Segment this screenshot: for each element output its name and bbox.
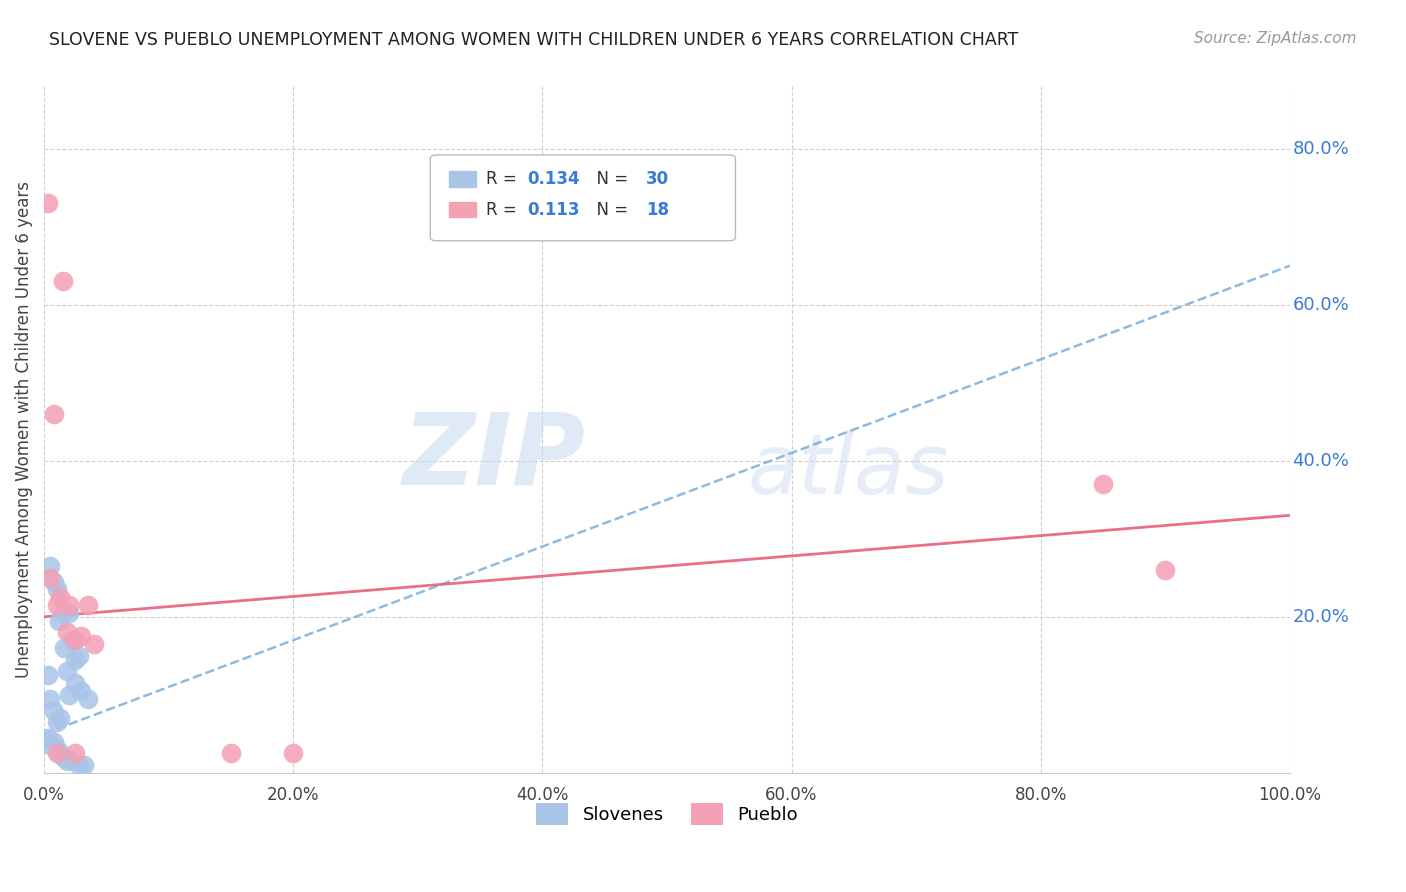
Point — [58, 598, 80, 612]
FancyBboxPatch shape — [449, 202, 477, 218]
Point — [37, 196, 59, 211]
Text: N =: N = — [586, 201, 633, 219]
Point — [39, 739, 62, 753]
Point — [45, 746, 67, 760]
Point — [1091, 477, 1114, 491]
Point — [39, 571, 62, 585]
Point — [76, 691, 98, 706]
Point — [67, 648, 90, 663]
Point — [45, 742, 67, 756]
Point — [1154, 563, 1177, 577]
Y-axis label: Unemployment Among Women with Children Under 6 years: Unemployment Among Women with Children U… — [15, 181, 32, 678]
Point — [76, 598, 98, 612]
Text: 0.134: 0.134 — [527, 170, 581, 188]
Point — [55, 625, 77, 640]
Point — [49, 591, 72, 605]
Point — [42, 574, 65, 589]
Point — [48, 614, 70, 628]
Point — [65, 676, 87, 690]
Point — [60, 754, 83, 768]
FancyBboxPatch shape — [449, 171, 477, 186]
Point — [73, 758, 96, 772]
Text: 40.0%: 40.0% — [1292, 451, 1350, 470]
Point — [42, 734, 65, 748]
Point — [52, 606, 75, 620]
Text: Source: ZipAtlas.com: Source: ZipAtlas.com — [1194, 31, 1357, 46]
Text: SLOVENE VS PUEBLO UNEMPLOYMENT AMONG WOMEN WITH CHILDREN UNDER 6 YEARS CORRELATI: SLOVENE VS PUEBLO UNEMPLOYMENT AMONG WOM… — [49, 31, 1018, 49]
Point — [60, 633, 83, 648]
Point — [45, 598, 67, 612]
Point — [37, 731, 59, 745]
Point — [65, 746, 87, 760]
Text: 30: 30 — [645, 170, 669, 188]
Point — [45, 714, 67, 729]
Point — [52, 750, 75, 764]
Legend: Slovenes, Pueblo: Slovenes, Pueblo — [529, 796, 806, 832]
Point — [42, 703, 65, 717]
Text: 18: 18 — [645, 201, 669, 219]
Text: 0.113: 0.113 — [527, 201, 579, 219]
Point — [58, 606, 80, 620]
Point — [65, 633, 87, 648]
Point — [52, 274, 75, 288]
FancyBboxPatch shape — [430, 155, 735, 241]
Point — [58, 688, 80, 702]
Point — [70, 683, 93, 698]
Point — [219, 746, 242, 760]
Point — [55, 754, 77, 768]
Text: R =: R = — [486, 201, 522, 219]
Point — [67, 758, 90, 772]
Point — [55, 665, 77, 679]
Text: ZIP: ZIP — [404, 409, 586, 506]
Text: R =: R = — [486, 170, 522, 188]
Text: 60.0%: 60.0% — [1292, 296, 1348, 314]
Point — [37, 668, 59, 682]
Point — [49, 746, 72, 760]
Point — [45, 582, 67, 597]
Point — [283, 746, 305, 760]
Point — [53, 640, 76, 655]
Point — [65, 653, 87, 667]
Text: atlas: atlas — [748, 430, 949, 511]
Point — [83, 637, 105, 651]
Point — [42, 407, 65, 421]
Point — [70, 629, 93, 643]
Point — [39, 559, 62, 574]
Text: N =: N = — [586, 170, 633, 188]
Text: 80.0%: 80.0% — [1292, 140, 1348, 158]
Point — [39, 691, 62, 706]
Text: 20.0%: 20.0% — [1292, 607, 1350, 626]
Point — [49, 711, 72, 725]
